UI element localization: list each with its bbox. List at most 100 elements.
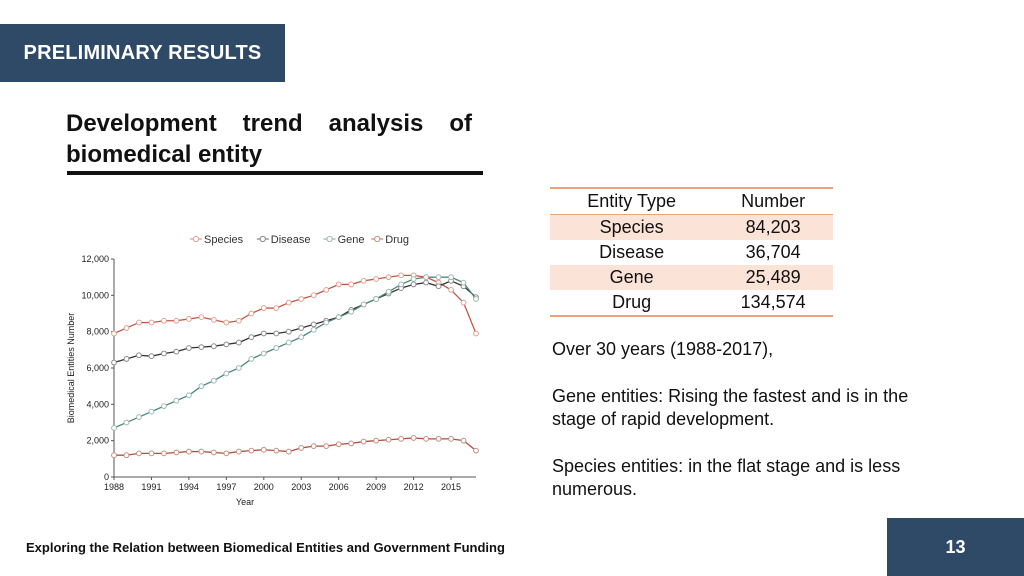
data-point-drug xyxy=(136,450,142,457)
data-point-species xyxy=(210,316,217,323)
x-tick-label: 2003 xyxy=(291,482,311,492)
data-point-gene xyxy=(111,425,117,431)
data-point-species xyxy=(136,319,142,326)
series-line-disease xyxy=(113,280,477,364)
data-point-disease xyxy=(198,344,205,351)
data-point-gene xyxy=(185,392,192,399)
data-point-gene xyxy=(210,377,217,384)
data-point-drug xyxy=(161,450,167,457)
x-tick-label: 1991 xyxy=(141,482,161,492)
trend-chart: 0 2,000 4,000 6,000 8,000 10,000 12,000 1988 199… xyxy=(62,222,492,512)
data-point-species xyxy=(185,316,192,322)
data-point-drug xyxy=(223,450,230,457)
data-point-drug xyxy=(473,447,479,454)
data-point-disease xyxy=(235,339,242,346)
data-point-disease xyxy=(248,334,255,341)
x-tick-label: 2006 xyxy=(329,482,349,492)
data-point-drug xyxy=(448,435,454,442)
table-cell-type: Gene xyxy=(609,267,654,287)
data-point-gene xyxy=(298,334,305,341)
table-row: Drug 134,574 xyxy=(550,290,833,317)
y-tick-label: 6,000 xyxy=(86,363,109,373)
x-tick-label: 1994 xyxy=(179,482,199,492)
data-point-species xyxy=(473,330,479,337)
data-point-species xyxy=(111,330,117,337)
data-point-species xyxy=(460,299,467,306)
data-point-species xyxy=(310,292,317,299)
data-point-gene xyxy=(161,403,167,410)
notes: Over 30 years (1988-2017), Gene entities… xyxy=(552,338,952,525)
data-point-drug xyxy=(235,448,242,455)
data-point-disease xyxy=(223,341,230,348)
x-tick-label: 1997 xyxy=(216,482,236,492)
x-tick-label: 2009 xyxy=(366,482,386,492)
data-point-drug xyxy=(435,435,442,442)
data-point-gene xyxy=(335,314,342,321)
data-point-species xyxy=(285,299,292,306)
data-point-gene xyxy=(248,356,255,362)
data-point-drug xyxy=(423,435,429,442)
data-point-gene xyxy=(385,288,392,295)
data-point-gene xyxy=(198,383,205,390)
data-point-gene xyxy=(373,296,380,302)
data-point-drug xyxy=(198,448,205,455)
data-point-species xyxy=(323,286,330,293)
data-point-gene xyxy=(260,350,267,357)
data-point-drug xyxy=(285,448,292,455)
data-point-species xyxy=(123,325,130,331)
data-point-drug xyxy=(173,449,180,456)
table-cell-type: Species xyxy=(599,217,664,237)
data-point-drug xyxy=(348,440,355,447)
table-cell-number: 84,203 xyxy=(745,217,801,237)
data-point-drug xyxy=(123,452,130,459)
data-point-gene xyxy=(323,319,330,326)
data-point-gene xyxy=(398,281,405,288)
y-tick-label: 12,000 xyxy=(81,254,109,264)
data-point-disease xyxy=(185,345,192,351)
page-number: 13 xyxy=(887,518,1024,576)
data-point-disease xyxy=(423,279,429,286)
y-tick-label: 8,000 xyxy=(86,327,109,337)
legend-marker-species xyxy=(192,235,200,243)
data-point-drug xyxy=(248,447,255,454)
data-point-species xyxy=(398,272,405,279)
data-point-species xyxy=(373,276,380,282)
data-point-species xyxy=(248,310,255,317)
data-point-gene xyxy=(285,339,292,346)
data-point-gene xyxy=(273,345,280,351)
data-point-gene xyxy=(448,274,454,281)
table-header-row: Entity Type Number xyxy=(550,187,833,215)
footer-text: Exploring the Relation between Biomedica… xyxy=(26,540,505,555)
data-point-disease xyxy=(123,356,130,362)
data-point-disease xyxy=(111,359,117,366)
data-point-species xyxy=(173,317,180,324)
legend-marker-gene xyxy=(326,235,333,243)
y-tick-label: 2,000 xyxy=(86,436,109,446)
data-point-gene xyxy=(235,365,242,371)
data-point-species xyxy=(335,281,342,288)
note-gene: Gene entities: Rising the fastest and is… xyxy=(552,386,909,429)
note-period: Over 30 years (1988-2017), xyxy=(552,339,774,359)
series-line-species xyxy=(113,274,477,335)
data-point-drug xyxy=(460,437,467,444)
y-axis-label: Biomedical Entities Number xyxy=(66,313,76,424)
data-point-drug xyxy=(335,441,342,448)
data-point-drug xyxy=(273,447,280,454)
data-point-drug xyxy=(385,436,392,443)
data-point-drug xyxy=(298,445,305,451)
data-point-gene xyxy=(460,279,467,286)
data-point-gene xyxy=(310,326,317,333)
legend-marker-disease xyxy=(259,235,266,243)
data-point-species xyxy=(298,296,305,302)
data-point-species xyxy=(235,317,242,324)
data-point-gene xyxy=(123,419,130,426)
data-point-disease xyxy=(310,321,317,328)
data-point-drug xyxy=(185,448,192,455)
data-point-disease xyxy=(161,350,167,357)
y-tick-label: 10,000 xyxy=(81,290,109,300)
data-point-disease xyxy=(173,348,180,355)
x-tick-label: 2015 xyxy=(441,482,461,492)
data-point-gene xyxy=(136,414,142,420)
legend-label-species: Species xyxy=(204,234,244,246)
note-species: Species entities: in the flat stage and … xyxy=(552,456,901,499)
